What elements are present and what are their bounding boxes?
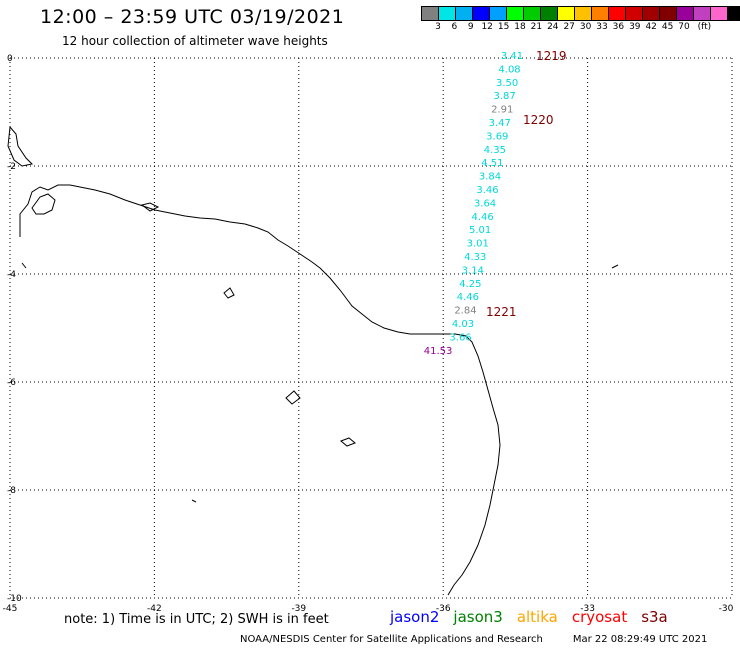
x-tick-label: -45 bbox=[3, 604, 18, 614]
wave-height-label: 4.08 bbox=[498, 64, 520, 75]
satellite-label: jason3 bbox=[453, 608, 503, 626]
time-label: 1219 bbox=[536, 49, 567, 63]
wave-height-label: 4.33 bbox=[464, 252, 486, 263]
satellite-label: altika bbox=[516, 608, 558, 626]
credit-source: NOAA/NESDIS Center for Satellite Applica… bbox=[240, 634, 543, 645]
satellite-legend: jason2 jason3 altika cryosat s3a bbox=[390, 608, 682, 626]
wave-height-label: 4.51 bbox=[481, 158, 503, 169]
x-tick-label: -36 bbox=[436, 604, 451, 614]
legend-label: 21 bbox=[530, 22, 543, 32]
wave-height-label: 2.91 bbox=[491, 105, 513, 116]
wave-height-label: 3.64 bbox=[474, 198, 496, 209]
satellite-label: s3a bbox=[641, 608, 668, 626]
x-tick-label: -33 bbox=[580, 604, 595, 614]
legend-label: 36 bbox=[612, 22, 625, 32]
axis-tick-labels: -45 -42 -39 -36 -33 -30 0 -2 -4 -6 -8 -10 bbox=[3, 54, 734, 614]
legend-label: 42 bbox=[645, 22, 657, 32]
legend-label: 6 bbox=[451, 22, 458, 32]
island-south bbox=[191, 499, 197, 503]
y-tick-label: -6 bbox=[7, 378, 16, 388]
footer-note: note: 1) Time is in UTC; 2) SWH is in fe… bbox=[64, 612, 329, 627]
time-label: 1220 bbox=[523, 113, 554, 127]
wave-height-label: 41.53 bbox=[424, 346, 453, 357]
legend-label: 9 bbox=[467, 22, 474, 32]
wave-height-label: 3.46 bbox=[476, 185, 498, 196]
legend-label: 18 bbox=[514, 22, 526, 32]
y-tick-label: -2 bbox=[7, 162, 16, 172]
coastline bbox=[7, 125, 619, 596]
wave-height-label: 3.41 bbox=[501, 51, 523, 62]
legend-label: 27 bbox=[563, 22, 575, 32]
credit-line: NOAA/NESDIS Center for Satellite Applica… bbox=[240, 634, 707, 645]
x-tick-label: -42 bbox=[147, 604, 162, 614]
wave-height-label: 3.69 bbox=[486, 131, 508, 142]
legend-label: 15 bbox=[497, 22, 510, 32]
wave-height-label: 3.84 bbox=[479, 172, 501, 183]
island-east bbox=[285, 390, 301, 405]
y-tick-label: 0 bbox=[7, 54, 13, 64]
color-scale-labels: 3 6 9 12 15 18 21 24 27 30 33 36 39 42 45 70 (ft) bbox=[422, 22, 740, 34]
y-tick-label: -10 bbox=[7, 594, 22, 604]
wave-height-label: 5.01 bbox=[469, 225, 491, 236]
coastline-island bbox=[31, 193, 56, 215]
satellite-label: cryosat bbox=[571, 608, 628, 626]
coastline-mainland bbox=[19, 184, 501, 596]
wave-height-label: 2.84 bbox=[454, 306, 476, 317]
wave-height-label: 3.47 bbox=[489, 118, 511, 129]
wave-height-label: 3.87 bbox=[494, 91, 516, 102]
wave-height-labels: 3.41 4.08 3.50 3.87 2.91 3.47 3.69 4.35 4.51 3.84… bbox=[424, 51, 523, 357]
page-subtitle: 12 hour collection of altimeter wave hei… bbox=[62, 34, 328, 48]
color-scale-legend bbox=[421, 6, 740, 21]
legend-label: 12 bbox=[481, 22, 493, 32]
time-labels: 1219 1220 1221 bbox=[486, 49, 567, 319]
wave-height-label: 4.25 bbox=[459, 279, 481, 290]
legend-label: 24 bbox=[547, 22, 559, 32]
island-southeast bbox=[340, 437, 356, 447]
island-west bbox=[21, 262, 27, 269]
legend-label: (ft) bbox=[697, 22, 712, 32]
legend-label: 30 bbox=[579, 22, 592, 32]
legend-swatch bbox=[727, 6, 740, 21]
wave-height-label: 3.66 bbox=[449, 332, 471, 343]
legend-label: 39 bbox=[629, 22, 641, 32]
credit-timestamp: Mar 22 08:29:49 UTC 2021 bbox=[572, 634, 708, 645]
coastline-cape bbox=[7, 125, 34, 167]
wave-height-label: 4.46 bbox=[457, 292, 479, 303]
legend-label: 33 bbox=[596, 22, 608, 32]
page-title: 12:00 – 23:59 UTC 03/19/2021 bbox=[40, 6, 345, 28]
satellite-label: jason2 bbox=[390, 608, 440, 626]
wave-height-label: 4.03 bbox=[452, 319, 474, 330]
legend-label: 70 bbox=[678, 22, 690, 32]
time-label: 1221 bbox=[486, 305, 517, 319]
x-tick-label: -30 bbox=[719, 604, 734, 614]
legend-label: 45 bbox=[661, 22, 674, 32]
legend-label: 3 bbox=[435, 22, 441, 32]
wave-height-label: 3.50 bbox=[496, 78, 518, 89]
map-grid bbox=[9, 57, 733, 599]
island-atoll bbox=[223, 287, 235, 299]
island-far-east bbox=[611, 264, 619, 269]
coastline-inlet bbox=[140, 202, 160, 212]
wave-height-label: 3.01 bbox=[467, 239, 489, 250]
y-tick-label: -4 bbox=[7, 270, 16, 280]
wave-height-label: 4.46 bbox=[471, 212, 493, 223]
wave-height-label: 3.14 bbox=[462, 265, 484, 276]
y-tick-label: -8 bbox=[7, 486, 16, 496]
x-tick-label: -39 bbox=[291, 604, 306, 614]
wave-height-label: 4.35 bbox=[484, 145, 506, 156]
